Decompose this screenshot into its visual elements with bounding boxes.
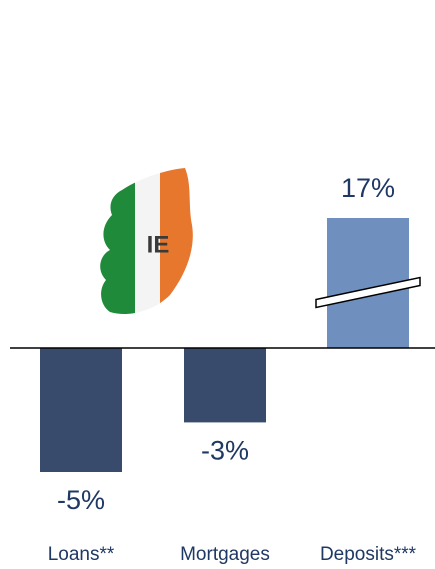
x-tick-label: Mortgages bbox=[180, 544, 270, 565]
bar bbox=[184, 348, 266, 423]
x-tick-label: Deposits*** bbox=[320, 544, 417, 565]
data-label: -3% bbox=[201, 436, 249, 466]
axis-break bbox=[315, 276, 421, 309]
bar bbox=[40, 348, 122, 472]
icon-label: IE bbox=[147, 231, 170, 258]
x-tick-label: Loans** bbox=[48, 544, 115, 565]
data-label: -5% bbox=[57, 485, 105, 515]
data-label: 17% bbox=[341, 173, 395, 203]
